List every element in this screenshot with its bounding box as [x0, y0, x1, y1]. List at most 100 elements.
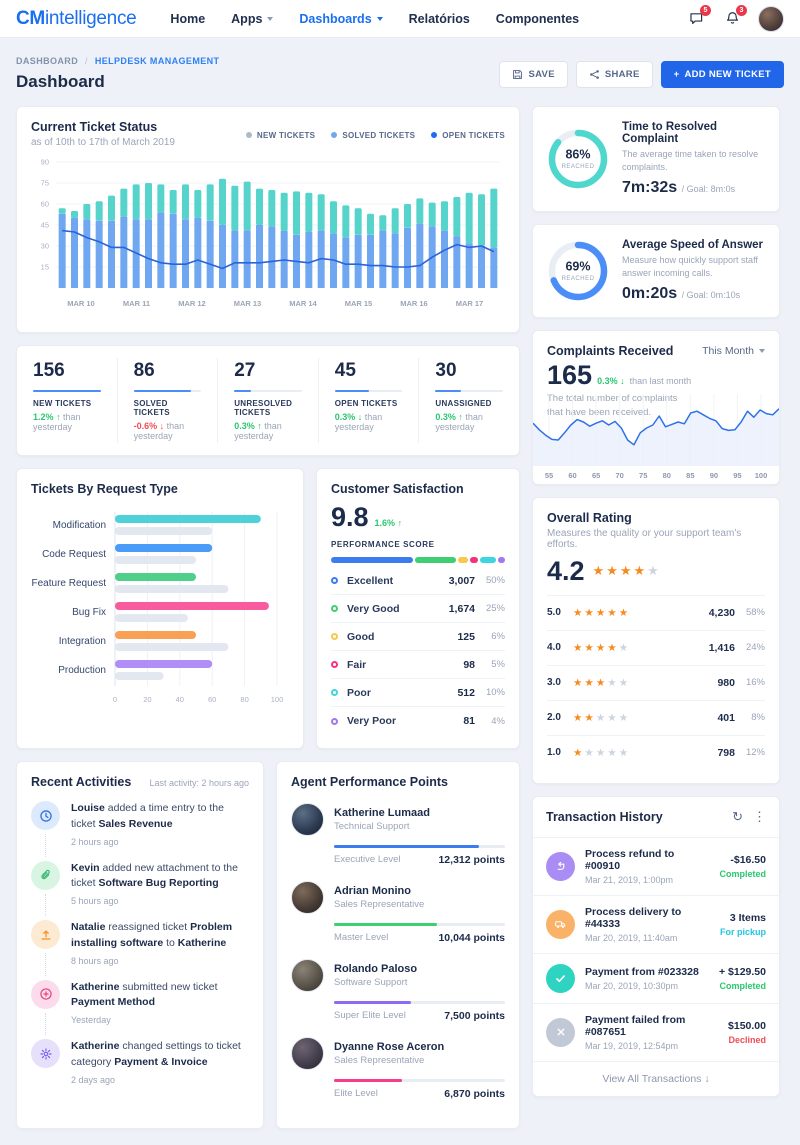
rating-row-1-0: 1.0 ★★★★★ 798 12% [547, 734, 765, 770]
svg-text:90: 90 [710, 471, 718, 480]
breadcrumb: DASHBOARD / HELPDESK MANAGEMENT [16, 56, 219, 66]
legend-solved-tickets[interactable]: SOLVED TICKETS [331, 122, 415, 148]
rating-row-score: 4.0 [547, 642, 561, 654]
rating-title: Overall Rating [547, 510, 632, 525]
dot-icon [331, 633, 338, 640]
view-all-transactions-link[interactable]: View All Transactions ↓ [602, 1072, 710, 1085]
star-icon: ★ [618, 641, 631, 654]
save-button[interactable]: SAVE [499, 60, 568, 88]
avatar [291, 1037, 324, 1070]
star-icon: ★ [595, 606, 608, 619]
satisfaction-delta: 1.6% ↑ [374, 518, 403, 528]
stat-value: 27 [234, 360, 256, 381]
star-icon: ★ [606, 563, 620, 579]
svg-text:MAR 15: MAR 15 [345, 299, 373, 308]
agent-item[interactable]: Dyanne Rose Aceron Sales Representative El… [291, 1037, 505, 1100]
brand-logo[interactable]: CMintelligence [16, 8, 137, 30]
stat-progress-bar [334, 390, 403, 392]
transaction-title: Process refund to #00910 [585, 847, 675, 872]
svg-text:MAR 12: MAR 12 [178, 299, 206, 308]
nav-item-dashboards[interactable]: Dashboards [299, 12, 383, 26]
stat-solved-tickets: 86 SOLVED TICKETS -0.6% ↓ than yesterday [116, 358, 218, 443]
transaction-row[interactable]: Payment failed from #087651 Mar 19, 2019,… [533, 1004, 779, 1062]
rating-rows: 5.0 ★★★★★ 4,230 58% 4.0 ★★★★★ 1,416 24% 3.0 ★★★★★… [547, 594, 765, 770]
activity-item[interactable]: Natalie reassigned ticket Problem instal… [31, 920, 249, 980]
stat-progress-bar [234, 390, 302, 392]
rating-row-pct: 24% [745, 642, 765, 654]
satisfaction-segment-bar [331, 557, 506, 563]
month-filter-dropdown[interactable]: This Month [702, 344, 765, 358]
stat-delta: 0.3% ↑ than yesterday [435, 412, 483, 432]
refresh-icon[interactable]: ↻ [732, 808, 743, 824]
svg-text:100: 100 [755, 471, 768, 480]
messages-icon[interactable]: 5 [686, 4, 711, 29]
agent-points: 12,312 points [438, 854, 505, 866]
ticket-status-title: Current Ticket Status [31, 120, 158, 134]
nav-item-home[interactable]: Home [170, 11, 206, 26]
resolved-donut-chart: 86% REACHED [548, 129, 608, 189]
breadcrumb-helpdesk[interactable]: HELPDESK MANAGEMENT [94, 56, 220, 66]
stat-delta: 0.3% ↓ than yesterday [334, 412, 383, 432]
activity-item[interactable]: Louise added a time entry to the ticket … [31, 801, 249, 861]
avatar[interactable] [758, 5, 784, 32]
legend-new-tickets[interactable]: NEW TICKETS [245, 122, 315, 148]
satisfaction-pct: 5% [491, 659, 505, 670]
agent-item[interactable]: Adrian Monino Sales Representative Master … [291, 881, 505, 944]
star-icon: ★ [573, 676, 585, 689]
agent-role: Sales Representative [334, 899, 425, 910]
activity-item[interactable]: Katherine submitted new ticket Payment M… [31, 979, 249, 1040]
star-icon: ★ [573, 641, 585, 654]
add-new-ticket-button[interactable]: + ADD NEW TICKET [660, 60, 784, 88]
rating-row-pct: 12% [745, 747, 765, 759]
legend-open-tickets[interactable]: OPEN TICKETS [431, 122, 505, 148]
page-title: Dashboard [16, 72, 105, 91]
up-arrow-icon: ↑ [458, 412, 463, 422]
nav-item-componentes[interactable]: Componentes [495, 11, 580, 26]
plus-icon: + [673, 68, 680, 80]
activity-item[interactable]: Katherine changed settings to ticket cat… [31, 1039, 249, 1099]
tickets-by-request-type-card: Tickets By Request Type 0 20 40 60 80 100 Modi… [16, 468, 304, 749]
activity-item[interactable]: Kevin added new attachment to the ticket… [31, 860, 249, 921]
agent-item[interactable]: Rolando Paloso Software Support Super Elit… [291, 959, 505, 1022]
svg-text:60: 60 [41, 200, 49, 209]
rating-row-count: 1,416 [708, 641, 735, 654]
agent-level: Executive Level [334, 854, 401, 865]
agent-level: Master Level [334, 932, 389, 943]
svg-text:REACHED: REACHED [562, 276, 595, 282]
legend-label: OPEN TICKETS [442, 130, 505, 140]
breadcrumb-dashboard[interactable]: DASHBOARD [16, 56, 79, 66]
share-button[interactable]: SHARE [575, 60, 653, 88]
paperclip-icon [31, 860, 60, 890]
agent-points: 10,044 points [438, 932, 505, 944]
rating-desc: Measures the quality or your support tea… [547, 527, 742, 550]
satisfaction-label: Good [347, 630, 375, 643]
transaction-row[interactable]: Process delivery to #44333 Mar 20, 2019, … [533, 896, 779, 954]
rating-row-pct: 8% [751, 712, 765, 724]
nav-item-relatorios[interactable]: Relatórios [408, 11, 470, 26]
ticket-status-chart: 15 30 45 60 75 90 MAR 10 MAR 11 MAR 12 MAR 13 MAR … [41, 158, 500, 308]
current-ticket-status-card: Current Ticket Status as of 10th to 17th… [16, 106, 520, 333]
stat-label: OPEN TICKETS [334, 399, 398, 408]
segment-very-poor [498, 557, 506, 563]
transaction-row[interactable]: Payment from #023328 Mar 20, 2019, 10:30p… [533, 954, 779, 1004]
transaction-row[interactable]: Process refund to #00910 Mar 21, 2019, 1:… [533, 838, 779, 896]
notifications-icon[interactable]: 3 [722, 4, 747, 29]
ticket-stats-card: 156 NEW TICKETS 1.2% ↑ than yesterday 86 SOL… [16, 345, 520, 456]
activity-list: Louise added a time entry to the ticket … [31, 801, 249, 1099]
kebab-menu-icon[interactable]: ⋮ [753, 808, 766, 824]
complaints-received-card: Complaints Received This Month 165 0.3% … [532, 330, 780, 485]
time-to-resolved-card: 86% REACHED Time to Resolved Complaint Th… [532, 106, 780, 213]
nav-item-apps[interactable]: Apps [231, 12, 274, 26]
top-nav: CMintelligence Home Apps Dashboards Rela… [0, 0, 800, 38]
customer-satisfaction-card: Customer Satisfaction 9.8 1.6% ↑ PERFORM… [316, 468, 520, 749]
chat-bubble-icon [689, 13, 702, 25]
goal-desc: Measure how quickly support staff answer… [622, 255, 758, 278]
request-type-title: Tickets By Request Type [31, 482, 178, 496]
svg-text:MAR 13: MAR 13 [234, 299, 262, 308]
timeline-connector [45, 953, 46, 976]
svg-text:MAR 17: MAR 17 [456, 299, 484, 308]
overall-rating-card: Overall Rating Measures the quality or y… [532, 496, 780, 784]
agent-item[interactable]: Katherine Lumaad Technical Support Executi… [291, 803, 505, 866]
up-arrow-icon: ↑ [257, 421, 262, 431]
save-icon [513, 69, 523, 79]
